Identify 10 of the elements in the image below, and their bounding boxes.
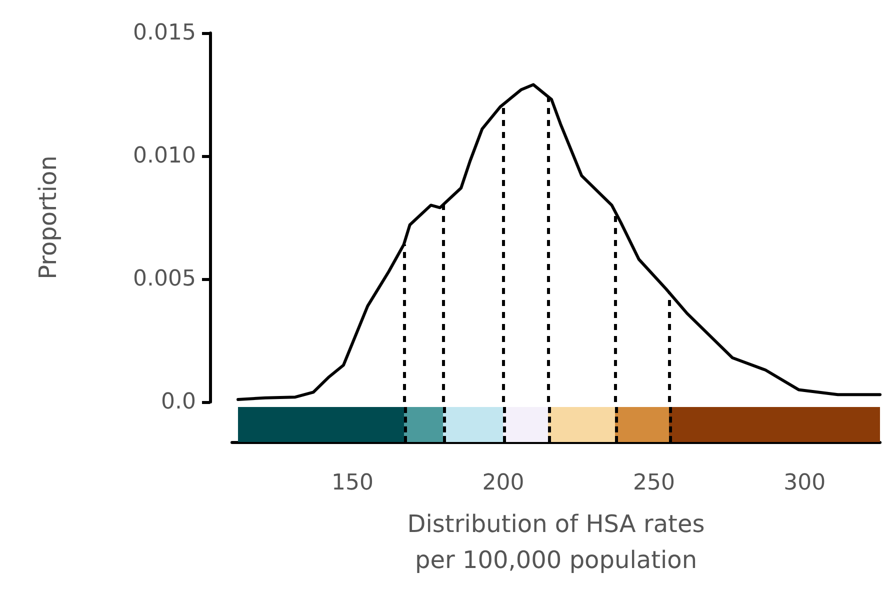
y-axis-title: Proportion — [34, 156, 62, 280]
x-axis-title: Distribution of HSA rates per 100,000 population — [407, 510, 705, 574]
x-tick-label: 200 — [482, 470, 524, 496]
x-tick-label: 250 — [632, 470, 675, 496]
x-tick-label: 150 — [332, 470, 374, 496]
x-tick-label: 300 — [784, 470, 826, 496]
y-tick-label: 0.010 — [133, 144, 196, 168]
y-tick-label: 0.015 — [133, 20, 196, 46]
y-tick-label: 0.005 — [133, 266, 196, 292]
y-tick-label: 0.0 — [161, 390, 196, 414]
